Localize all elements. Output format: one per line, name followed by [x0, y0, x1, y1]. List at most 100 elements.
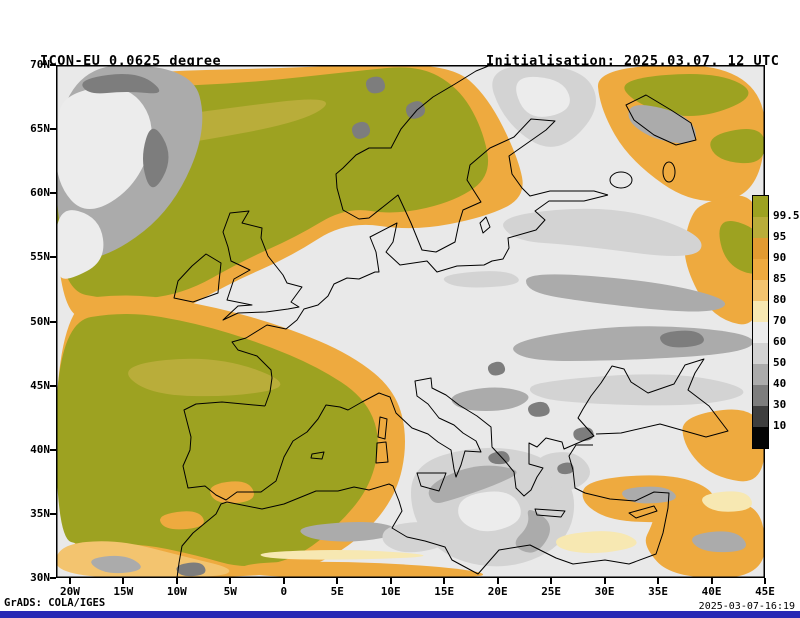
- cloud-region: [503, 208, 702, 257]
- cloud-region: [702, 491, 752, 512]
- lat-tick-label: 40N: [30, 442, 50, 456]
- cloud-region: [710, 129, 765, 164]
- coastline-turkey-africa: [176, 444, 670, 578]
- colorbar-segment: [753, 238, 768, 259]
- lon-tick-label: 0: [280, 585, 288, 598]
- cloud-region: [176, 562, 206, 577]
- lon-tick-mark: [657, 578, 660, 584]
- cloud-region: [160, 511, 204, 530]
- lat-tick-mark: [50, 448, 56, 451]
- colorbar-segment: [753, 280, 768, 301]
- lat-tick-label: 50N: [30, 314, 50, 328]
- lat-tick-mark: [50, 192, 56, 195]
- colorbar-segment: [753, 385, 768, 406]
- lon-tick-label: 20W: [59, 585, 80, 598]
- lon-tick-label: 10E: [380, 585, 401, 598]
- lat-tick-mark: [50, 384, 56, 387]
- cloud-region: [487, 361, 506, 376]
- colorbar-label: 30: [773, 398, 787, 411]
- cloud-region: [682, 409, 765, 482]
- cloud-region: [128, 358, 281, 397]
- cloud-region: [628, 105, 696, 144]
- cloud-region: [56, 210, 104, 279]
- cloud-region: [56, 87, 152, 210]
- cloud-region: [458, 491, 521, 532]
- cloud-region: [300, 522, 399, 542]
- bottom-bar: [0, 611, 800, 618]
- lon-tick-label: 15W: [113, 585, 134, 598]
- lon-tick-label: 30E: [594, 585, 615, 598]
- coastline-scandinavia: [335, 65, 609, 253]
- lon-tick-mark: [336, 578, 339, 584]
- cloud-region: [143, 128, 169, 188]
- colorbar-segment: [753, 406, 768, 427]
- colorbar-label: 85: [773, 272, 787, 285]
- cloud-region: [573, 427, 594, 442]
- lon-tick-mark: [764, 578, 766, 584]
- lon-tick-label: 5W: [223, 585, 237, 598]
- lon-tick-mark: [603, 578, 606, 584]
- colorbar-label: 50: [773, 356, 787, 369]
- lake-ladoga: [609, 171, 633, 189]
- lon-tick-mark: [282, 578, 285, 584]
- cloud-region: [443, 271, 519, 288]
- colorbar-segment: [753, 343, 768, 364]
- colorbar-segment: [753, 364, 768, 385]
- cloud-region: [528, 401, 550, 417]
- cloud-region: [451, 387, 529, 411]
- colorbar-segment: [753, 301, 768, 322]
- lon-tick-label: 45E: [755, 585, 775, 598]
- lat-tick-mark: [50, 64, 56, 66]
- lat-tick-label: 55N: [30, 250, 50, 264]
- lon-tick-label: 15E: [434, 585, 455, 598]
- cloud-region: [692, 531, 746, 553]
- cloud-region: [660, 330, 704, 348]
- cloud-region: [428, 465, 517, 503]
- lat-tick-label: 70N: [30, 58, 50, 71]
- cloud-region: [82, 74, 160, 94]
- colorbar: [752, 195, 769, 449]
- lat-tick-label: 65N: [30, 122, 50, 136]
- lon-tick-mark: [122, 578, 125, 584]
- colorbar-segment: [753, 427, 768, 448]
- colorbar-label: 70: [773, 314, 787, 327]
- cloud-region: [556, 531, 637, 554]
- lon-tick-label: 5E: [330, 585, 344, 598]
- cloud-region: [526, 274, 726, 312]
- lon-tick-mark: [550, 578, 553, 584]
- lon-tick-label: 35E: [648, 585, 668, 598]
- lon-tick-label: 10W: [166, 585, 187, 598]
- lat-tick-mark: [50, 577, 56, 579]
- lon-tick-mark: [229, 578, 232, 584]
- cloud-cover-map: [56, 65, 765, 578]
- coastline-ireland: [173, 253, 222, 303]
- colorbar-label: 60: [773, 335, 787, 348]
- coastline-west-europe: [231, 194, 609, 407]
- lon-tick-label: 25E: [541, 585, 562, 598]
- grads-credit: GrADS: COLA/IGES: [4, 597, 106, 609]
- cloud-region: [516, 76, 570, 117]
- lat-tick-mark: [50, 512, 56, 515]
- colorbar-segment: [753, 196, 768, 217]
- colorbar-label: 99.5: [773, 209, 800, 222]
- lat-tick-label: 30N: [30, 571, 50, 584]
- lon-tick-mark: [443, 578, 446, 584]
- lat-tick-label: 60N: [30, 186, 50, 200]
- coastline-iberia-med-blacksea: [182, 358, 729, 501]
- lat-tick-mark: [50, 128, 56, 131]
- lon-tick-label: 20E: [487, 585, 508, 598]
- coastlines: [173, 65, 729, 578]
- colorbar-label: 90: [773, 251, 787, 264]
- lon-tick-mark: [389, 578, 392, 584]
- map-plot: 70N 65N 60N 55N 50N 45N 40N 35N 30N 20W 15W 10W 5W 0…: [30, 58, 775, 598]
- cloud-region: [405, 101, 426, 119]
- colorbar-label: 95: [773, 230, 787, 243]
- cloud-region: [382, 522, 447, 553]
- lon-tick-mark: [496, 578, 499, 584]
- colorbar-segment: [753, 259, 768, 280]
- render-timestamp: 2025-03-07-16:19: [698, 601, 795, 612]
- cloud-region: [260, 550, 424, 560]
- lake-onega: [662, 161, 676, 183]
- cloud-region: [515, 510, 550, 553]
